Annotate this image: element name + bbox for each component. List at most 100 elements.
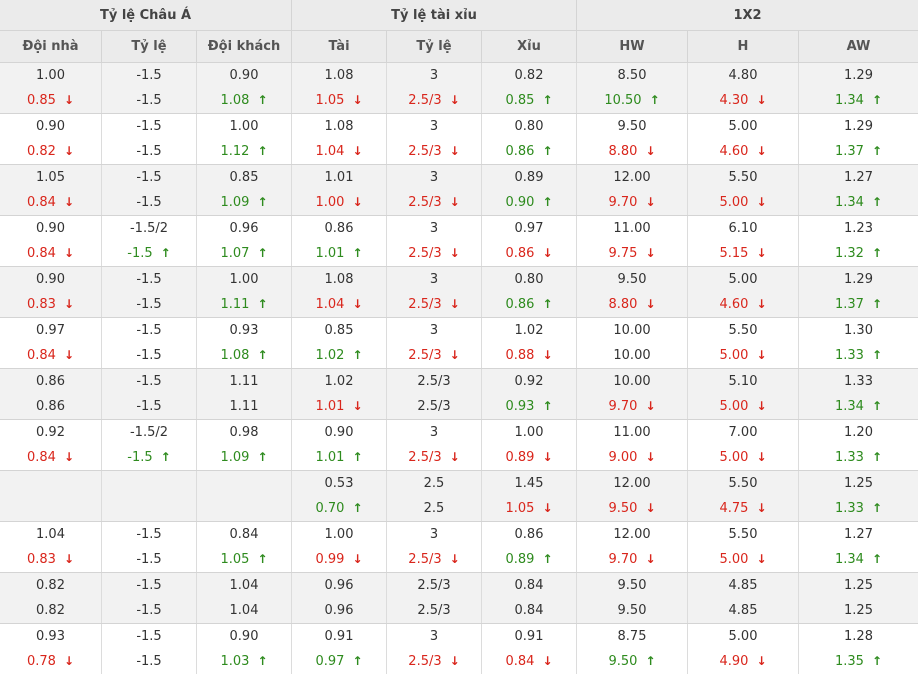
odds-cell: 1.29 1.37 ↑ — [798, 114, 918, 164]
col-under: Xỉu — [481, 31, 576, 62]
opening-odds: 0.90 — [229, 629, 259, 644]
odds-cell: 1.11 1.11 — [196, 369, 291, 419]
opening-odds: 5.00 — [728, 119, 758, 134]
odds-cell: 1.25 1.25 — [798, 573, 918, 623]
odds-cell: -1.5 -1.5 — [101, 369, 196, 419]
arrow-up-icon: ↑ — [160, 450, 171, 464]
current-odds: 8.80 ↓ — [577, 139, 687, 164]
opening-odds: 0.84 — [514, 578, 544, 593]
opening-odds: 1.30 — [844, 323, 873, 338]
odds-cell: 1.02 0.88 ↓ — [481, 318, 576, 368]
current-odds: 0.99 ↓ — [292, 547, 386, 572]
arrow-down-icon: ↓ — [756, 297, 767, 311]
current-odds-value: 8.80 — [608, 297, 638, 312]
arrow-up-icon: ↑ — [871, 348, 882, 362]
col-handicap: Tỷ lệ — [101, 31, 196, 62]
opening-odds: 1.27 — [844, 170, 873, 185]
current-odds-value: 1.33 — [834, 348, 864, 363]
current-odds: 0.84 ↓ — [0, 241, 101, 266]
opening-odds: 0.93 — [36, 629, 65, 644]
current-odds-value: 1.35 — [834, 654, 864, 669]
current-odds-value: 0.85 — [26, 93, 56, 108]
current-odds: 0.93 ↑ — [482, 394, 576, 419]
opening-odds — [102, 471, 196, 496]
arrow-down-icon: ↓ — [449, 195, 460, 209]
current-odds: 4.30 ↓ — [688, 88, 798, 113]
current-odds: 5.15 ↓ — [688, 241, 798, 266]
current-odds-value: 0.88 — [505, 348, 535, 363]
current-odds-value: 5.00 — [719, 195, 749, 210]
table-row: 1.00 0.85 ↓ -1.5 -1.5 0.90 1.08 ↑ 1.08 1.05 ↓ 3 2.5/… — [0, 62, 918, 113]
odds-cell: 1.00 0.89 ↓ — [481, 420, 576, 470]
arrow-down-icon: ↓ — [449, 450, 460, 464]
current-odds-value: 0.97 — [315, 654, 345, 669]
current-odds: 9.00 ↓ — [577, 445, 687, 470]
odds-cell: 0.97 0.86 ↓ — [481, 216, 576, 266]
current-odds-value: 0.85 — [505, 93, 535, 108]
odds-cell: 0.85 1.09 ↑ — [196, 165, 291, 215]
opening-odds: 5.00 — [728, 629, 758, 644]
opening-odds: 11.00 — [613, 425, 651, 440]
current-odds: -1.5 ↑ — [102, 445, 196, 470]
odds-cell: 1.27 1.34 ↑ — [798, 522, 918, 572]
current-odds: 4.60 ↓ — [688, 292, 798, 317]
current-odds-value: 4.60 — [719, 297, 749, 312]
current-odds-value: 1.09 — [220, 195, 250, 210]
current-odds-value: 4.30 — [719, 93, 749, 108]
odds-cell: 1.00 0.99 ↓ — [291, 522, 386, 572]
opening-odds: 1.45 — [514, 476, 544, 491]
current-odds: 1.05 ↓ — [292, 88, 386, 113]
arrow-up-icon: ↑ — [871, 144, 882, 158]
table-row: 0.97 0.84 ↓ -1.5 -1.5 0.93 1.08 ↑ 0.85 1.02 ↑ 3 2.5/… — [0, 317, 918, 368]
current-odds — [197, 496, 291, 521]
opening-odds: -1.5 — [136, 323, 162, 338]
arrow-up-icon: ↑ — [257, 144, 268, 158]
odds-cell: 9.50 8.80 ↓ — [576, 267, 687, 317]
current-odds: 0.78 ↓ — [0, 649, 101, 674]
opening-odds: 1.29 — [844, 119, 873, 134]
arrow-down-icon: ↓ — [63, 246, 74, 260]
opening-odds: 0.97 — [514, 221, 544, 236]
odds-cell: 0.98 1.09 ↑ — [196, 420, 291, 470]
opening-odds: 9.50 — [617, 119, 647, 134]
odds-cell: 0.53 0.70 ↑ — [291, 471, 386, 521]
current-odds-value: 0.82 — [26, 144, 56, 159]
odds-cell: 1.01 1.00 ↓ — [291, 165, 386, 215]
current-odds: 4.60 ↓ — [688, 139, 798, 164]
opening-odds: 1.27 — [844, 527, 873, 542]
current-odds: 1.37 ↑ — [799, 139, 918, 164]
current-odds: 2.5/3 ↓ — [387, 292, 481, 317]
current-odds: 9.70 ↓ — [577, 190, 687, 215]
current-odds: -1.5 — [102, 292, 196, 317]
arrow-up-icon: ↑ — [649, 93, 660, 107]
odds-cell: 10.00 9.70 ↓ — [576, 369, 687, 419]
current-odds-value: 9.70 — [608, 399, 638, 414]
arrow-down-icon: ↓ — [63, 348, 74, 362]
opening-odds: 3 — [429, 221, 439, 236]
current-odds-value: 0.78 — [26, 654, 56, 669]
current-odds-value: 0.99 — [315, 552, 345, 567]
opening-odds: 0.92 — [514, 374, 544, 389]
arrow-down-icon: ↓ — [756, 501, 767, 515]
arrow-up-icon: ↑ — [352, 450, 363, 464]
odds-cell: 5.50 5.00 ↓ — [687, 165, 798, 215]
current-odds: -1.5 ↑ — [102, 241, 196, 266]
current-odds: 4.90 ↓ — [688, 649, 798, 674]
current-odds-value: 9.75 — [608, 246, 638, 261]
current-odds: -1.5 — [102, 649, 196, 674]
opening-odds: -1.5 — [136, 527, 162, 542]
current-odds-value: 0.90 — [505, 195, 535, 210]
opening-odds: 0.90 — [229, 68, 259, 83]
opening-odds: 5.50 — [728, 323, 758, 338]
current-odds: 1.33 ↑ — [799, 343, 918, 368]
arrow-down-icon: ↓ — [756, 654, 767, 668]
current-odds: 0.84 ↓ — [482, 649, 576, 674]
current-odds-value: 10.50 — [604, 93, 642, 108]
table-row: 0.82 0.82 -1.5 -1.5 1.04 1.04 0.96 0.96 2.5/3 2.5… — [0, 572, 918, 623]
current-odds-value: 0.93 — [505, 399, 535, 414]
arrow-up-icon: ↑ — [352, 348, 363, 362]
current-odds-value: -1.5 — [136, 93, 162, 108]
col-away: Đội khách — [196, 31, 291, 62]
current-odds: 0.86 — [0, 394, 101, 419]
opening-odds: 0.80 — [514, 119, 544, 134]
